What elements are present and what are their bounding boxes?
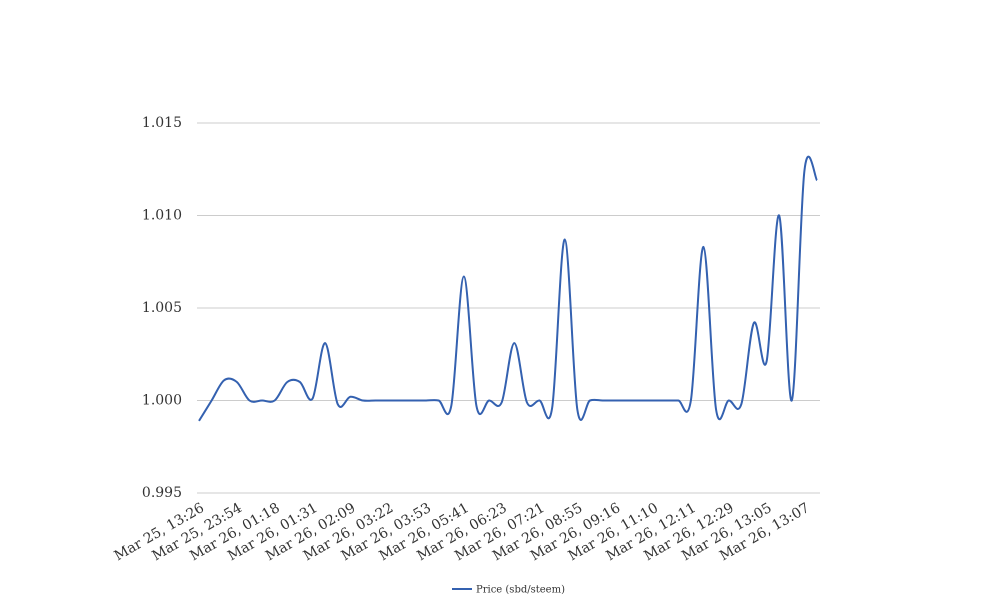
price-line — [198, 155, 818, 422]
y-tick-label: 1.000 — [142, 393, 182, 409]
legend-label: Price (sbd/steem) — [476, 585, 565, 596]
y-tick-label: 1.005 — [142, 300, 182, 316]
y-tick-label: 0.995 — [142, 485, 182, 501]
y-tick-label: 1.010 — [142, 208, 182, 224]
y-tick-label: 1.015 — [142, 115, 182, 131]
